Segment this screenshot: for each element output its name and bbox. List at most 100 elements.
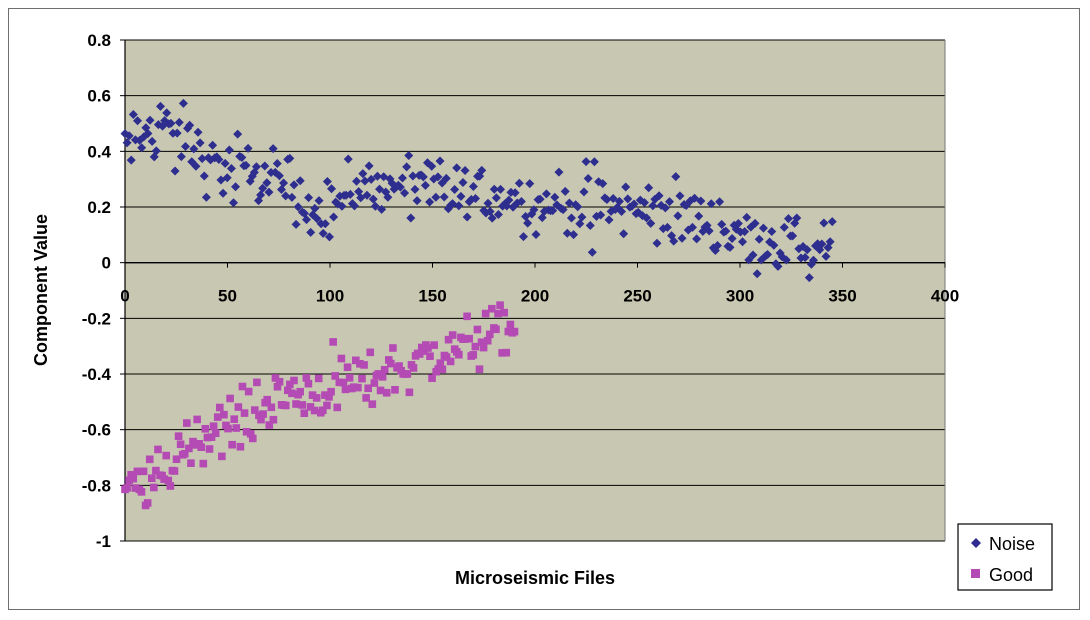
noise-point [343, 154, 353, 164]
noise-point [274, 171, 284, 181]
noise-point [564, 198, 574, 208]
good-point [354, 383, 362, 392]
y-tick-label: 0.6 [87, 87, 111, 106]
good-point [267, 403, 276, 412]
noise-point [800, 253, 810, 263]
good-point [391, 385, 399, 394]
y-tick-label: 0.2 [87, 198, 111, 217]
noise-point [462, 212, 472, 222]
noise-point [366, 174, 376, 184]
noise-point [400, 188, 410, 198]
noise-point [687, 222, 697, 232]
noise-point [222, 173, 232, 183]
legend-noise-label: Noise [989, 534, 1035, 554]
noise-point [418, 172, 428, 182]
good-point [337, 354, 346, 363]
good-point [339, 378, 348, 387]
noise-point [652, 238, 662, 248]
noise-point [145, 115, 155, 125]
good-point [232, 424, 241, 432]
good-point [485, 330, 494, 339]
noise-point [412, 196, 422, 206]
noise-point [372, 171, 382, 181]
good-point [333, 403, 342, 412]
noise-point [226, 164, 236, 174]
noise-point [425, 197, 435, 207]
good-point [292, 400, 300, 408]
good-point [187, 459, 195, 467]
noise-point [788, 231, 798, 241]
noise-point [237, 153, 247, 163]
good-point [281, 401, 290, 410]
good-point [442, 353, 451, 361]
noise-point [470, 194, 480, 204]
noise-point [825, 237, 835, 247]
noise-point [516, 196, 526, 206]
good-point [150, 483, 158, 492]
noise-point [397, 173, 407, 183]
plot-area [125, 40, 945, 541]
noise-point [535, 194, 545, 204]
noise-point [258, 183, 268, 193]
noise-point [575, 219, 585, 229]
good-point [387, 359, 395, 368]
good-point [129, 474, 138, 483]
x-tick-label: 150 [418, 287, 446, 306]
noise-point [583, 174, 593, 184]
noise-point [577, 212, 587, 222]
good-point [234, 403, 243, 411]
noise-point [654, 191, 664, 201]
noise-point [137, 143, 147, 153]
noise-point [740, 227, 750, 237]
noise-point [170, 166, 180, 176]
noise-point [427, 161, 437, 171]
noise-point [514, 178, 524, 188]
noise-point [792, 213, 802, 223]
noise-point [128, 109, 138, 119]
noise-point [579, 187, 589, 197]
noise-point [195, 138, 205, 148]
noise-point [133, 116, 143, 126]
noise-point [629, 199, 639, 209]
noise-point [529, 205, 539, 215]
good-point [343, 363, 352, 372]
good-point [415, 350, 424, 358]
noise-point [639, 198, 649, 208]
legend-noise-marker [971, 538, 981, 548]
good-point [242, 427, 251, 436]
good-point [378, 373, 387, 381]
noise-point [181, 142, 191, 152]
noise-point [696, 196, 706, 206]
good-point [137, 488, 146, 496]
good-point [374, 370, 383, 378]
good-point [362, 394, 370, 402]
noise-point [621, 182, 631, 192]
noise-point [713, 241, 723, 251]
noise-point [504, 195, 514, 205]
good-point [319, 406, 327, 415]
noise-point [281, 191, 291, 201]
good-point [341, 385, 350, 394]
noise-point [783, 214, 793, 224]
noise-point [208, 140, 218, 150]
noise-point [402, 162, 412, 172]
noise-point [318, 228, 328, 238]
noise-point [395, 182, 405, 192]
noise-point [314, 196, 324, 206]
noise-point [172, 128, 182, 138]
good-point [308, 391, 317, 399]
noise-point [439, 192, 449, 202]
noise-point [665, 197, 675, 207]
noise-point [821, 251, 831, 261]
good-point [174, 432, 183, 440]
noise-point [662, 222, 672, 232]
good-point [162, 451, 171, 460]
noise-point [383, 192, 393, 202]
good-point [248, 434, 257, 443]
noise-point [781, 255, 791, 265]
good-point [426, 352, 434, 360]
noise-point [569, 230, 579, 240]
good-point [436, 359, 445, 367]
good-point [180, 449, 189, 458]
good-point [145, 455, 154, 464]
